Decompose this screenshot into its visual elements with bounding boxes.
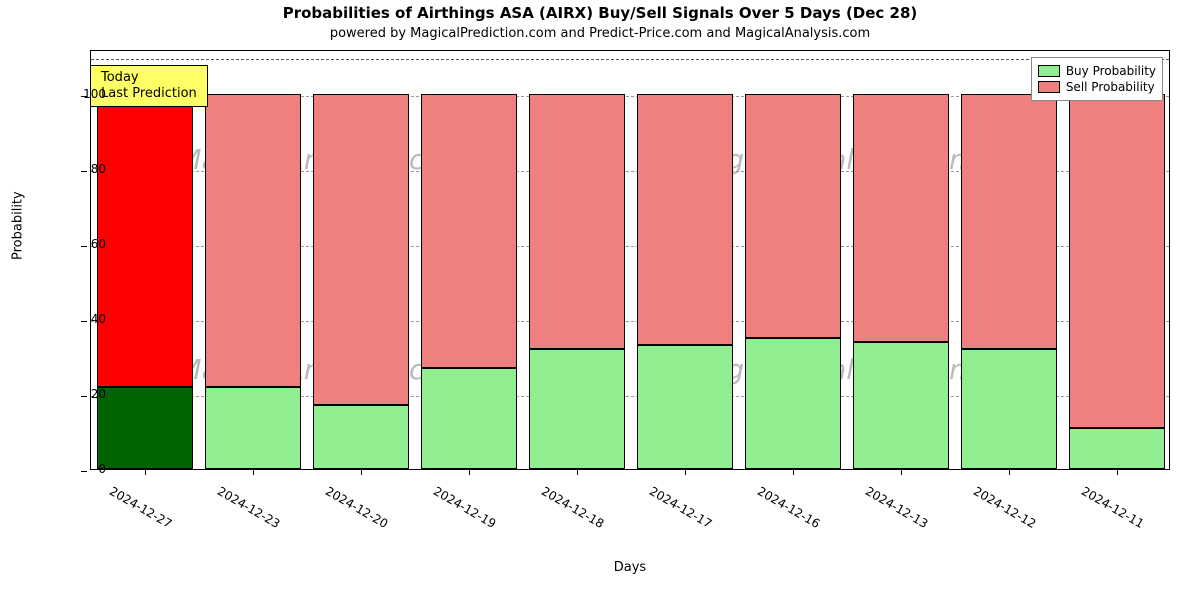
bar-segment-sell <box>1069 94 1164 428</box>
x-tick-label: 2024-12-18 <box>539 484 606 531</box>
x-tick <box>253 469 254 475</box>
bar-segment-buy <box>1069 428 1164 469</box>
x-tick-label: 2024-12-13 <box>863 484 930 531</box>
chart-subtitle: powered by MagicalPrediction.com and Pre… <box>0 26 1200 41</box>
legend-label-buy: Buy Probability <box>1066 64 1156 78</box>
x-tick-label: 2024-12-27 <box>107 484 174 531</box>
bar-segment-buy <box>853 342 948 470</box>
plot-area: MagicalAnalysis.comMagicalAnalysis.comMa… <box>90 50 1170 470</box>
chart-container: Probabilities of Airthings ASA (AIRX) Bu… <box>0 0 1200 600</box>
legend-swatch-buy <box>1038 65 1060 77</box>
y-tick-label: 80 <box>46 162 106 176</box>
x-tick <box>145 469 146 475</box>
bar <box>421 51 516 469</box>
y-tick-label: 100 <box>46 87 106 101</box>
x-tick-label: 2024-12-17 <box>647 484 714 531</box>
x-tick <box>361 469 362 475</box>
x-tick-label: 2024-12-20 <box>323 484 390 531</box>
x-tick-label: 2024-12-23 <box>215 484 282 531</box>
legend-label-sell: Sell Probability <box>1066 80 1155 94</box>
annotation-today: Today Last Prediction <box>91 65 208 108</box>
bar-segment-buy <box>529 349 624 469</box>
bar-segment-sell <box>853 94 948 342</box>
x-tick <box>1117 469 1118 475</box>
bar-segment-sell <box>97 94 192 387</box>
bar-segment-buy <box>637 345 732 469</box>
x-axis-label: Days <box>90 560 1170 575</box>
bar <box>1069 51 1164 469</box>
bar-segment-buy <box>961 349 1056 469</box>
legend-swatch-sell <box>1038 81 1060 93</box>
bar-segment-sell <box>961 94 1056 349</box>
y-tick-label: 0 <box>46 462 106 476</box>
bar-segment-sell <box>421 94 516 368</box>
chart-title: Probabilities of Airthings ASA (AIRX) Bu… <box>0 4 1200 22</box>
plot-inner: MagicalAnalysis.comMagicalAnalysis.comMa… <box>91 51 1169 469</box>
x-tick <box>1009 469 1010 475</box>
bar <box>745 51 840 469</box>
legend-item-sell: Sell Probability <box>1038 80 1156 94</box>
bar-segment-buy <box>421 368 516 469</box>
bar-segment-sell <box>745 94 840 338</box>
legend-item-buy: Buy Probability <box>1038 64 1156 78</box>
x-tick-label: 2024-12-16 <box>755 484 822 531</box>
x-tick <box>793 469 794 475</box>
bar <box>529 51 624 469</box>
x-tick-label: 2024-12-11 <box>1079 484 1146 531</box>
bar-segment-sell <box>529 94 624 349</box>
bar-segment-sell <box>313 94 408 405</box>
x-tick <box>901 469 902 475</box>
bar-segment-buy <box>97 387 192 470</box>
x-tick-label: 2024-12-19 <box>431 484 498 531</box>
bar <box>637 51 732 469</box>
x-tick <box>577 469 578 475</box>
bar-segment-buy <box>313 405 408 469</box>
bar <box>961 51 1056 469</box>
y-tick-label: 60 <box>46 237 106 251</box>
bar <box>853 51 948 469</box>
bar-segment-buy <box>745 338 840 469</box>
x-tick <box>685 469 686 475</box>
y-tick-label: 40 <box>46 312 106 326</box>
bar <box>313 51 408 469</box>
x-tick <box>469 469 470 475</box>
bar <box>205 51 300 469</box>
y-tick-label: 20 <box>46 387 106 401</box>
y-axis-label: Probability <box>11 191 26 260</box>
x-tick-label: 2024-12-12 <box>971 484 1038 531</box>
bar-segment-buy <box>205 387 300 470</box>
bar-segment-sell <box>205 94 300 387</box>
bar <box>97 51 192 469</box>
legend: Buy Probability Sell Probability <box>1031 57 1163 101</box>
bar-segment-sell <box>637 94 732 345</box>
